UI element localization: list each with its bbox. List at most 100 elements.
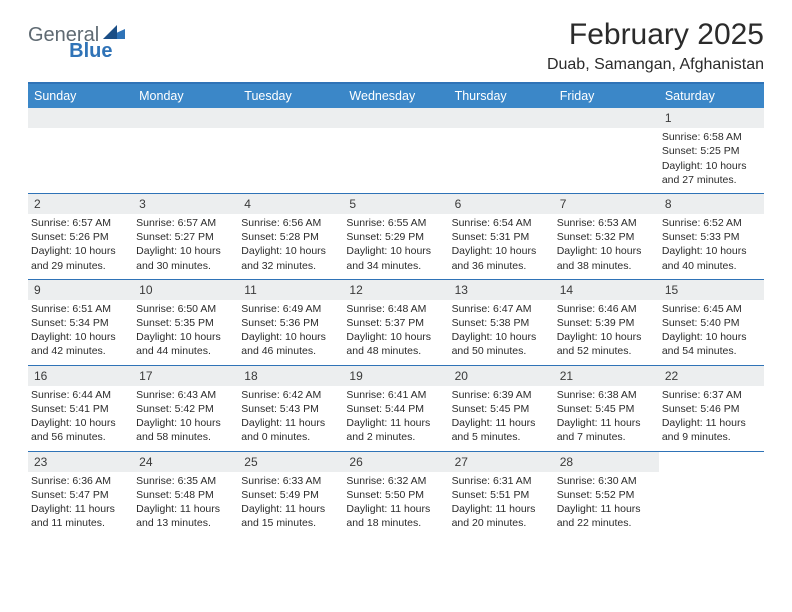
sunrise-text: Sunrise: 6:50 AM xyxy=(136,302,235,316)
day-info-cell xyxy=(343,128,448,193)
col-thursday: Thursday xyxy=(449,84,554,108)
week-daynum-row: 9101112131415 xyxy=(28,279,764,300)
sunrise-text: Sunrise: 6:41 AM xyxy=(346,388,445,402)
daylight-text: Daylight: 11 hours and 15 minutes. xyxy=(241,502,340,530)
day-number-cell xyxy=(238,108,343,128)
day-number-cell: 1 xyxy=(659,108,764,128)
daylight-text: Daylight: 11 hours and 20 minutes. xyxy=(452,502,551,530)
day-number-cell: 11 xyxy=(238,279,343,300)
day-number-cell: 4 xyxy=(238,193,343,214)
day-number-cell: 7 xyxy=(554,193,659,214)
month-title: February 2025 xyxy=(547,18,764,52)
daylight-text: Daylight: 10 hours and 34 minutes. xyxy=(346,244,445,272)
daylight-text: Daylight: 10 hours and 38 minutes. xyxy=(557,244,656,272)
day-info-cell: Sunrise: 6:42 AMSunset: 5:43 PMDaylight:… xyxy=(238,386,343,451)
day-number-cell xyxy=(449,108,554,128)
daylight-text: Daylight: 10 hours and 44 minutes. xyxy=(136,330,235,358)
col-friday: Friday xyxy=(554,84,659,108)
title-block: February 2025 Duab, Samangan, Afghanista… xyxy=(547,18,764,74)
day-number-cell: 10 xyxy=(133,279,238,300)
sunrise-text: Sunrise: 6:52 AM xyxy=(662,216,761,230)
calendar-body: 1Sunrise: 6:58 AMSunset: 5:25 PMDaylight… xyxy=(28,108,764,536)
sunrise-text: Sunrise: 6:56 AM xyxy=(241,216,340,230)
week-daynum-row: 2345678 xyxy=(28,193,764,214)
day-number-cell: 6 xyxy=(449,193,554,214)
day-number-cell: 22 xyxy=(659,365,764,386)
day-info-cell: Sunrise: 6:52 AMSunset: 5:33 PMDaylight:… xyxy=(659,214,764,279)
day-info-cell: Sunrise: 6:47 AMSunset: 5:38 PMDaylight:… xyxy=(449,300,554,365)
sunrise-text: Sunrise: 6:54 AM xyxy=(452,216,551,230)
sunrise-text: Sunrise: 6:42 AM xyxy=(241,388,340,402)
day-number-cell: 5 xyxy=(343,193,448,214)
sunset-text: Sunset: 5:35 PM xyxy=(136,316,235,330)
sunrise-text: Sunrise: 6:33 AM xyxy=(241,474,340,488)
day-info-cell xyxy=(554,128,659,193)
daylight-text: Daylight: 10 hours and 29 minutes. xyxy=(31,244,130,272)
sunrise-text: Sunrise: 6:44 AM xyxy=(31,388,130,402)
daylight-text: Daylight: 10 hours and 36 minutes. xyxy=(452,244,551,272)
day-number-cell: 28 xyxy=(554,451,659,472)
header: General Blue February 2025 Duab, Samanga… xyxy=(28,18,764,74)
day-number-cell: 25 xyxy=(238,451,343,472)
sunset-text: Sunset: 5:42 PM xyxy=(136,402,235,416)
daylight-text: Daylight: 10 hours and 48 minutes. xyxy=(346,330,445,358)
sunrise-text: Sunrise: 6:36 AM xyxy=(31,474,130,488)
daylight-text: Daylight: 10 hours and 46 minutes. xyxy=(241,330,340,358)
sunset-text: Sunset: 5:28 PM xyxy=(241,230,340,244)
sunset-text: Sunset: 5:52 PM xyxy=(557,488,656,502)
day-info-cell: Sunrise: 6:44 AMSunset: 5:41 PMDaylight:… xyxy=(28,386,133,451)
day-info-cell: Sunrise: 6:53 AMSunset: 5:32 PMDaylight:… xyxy=(554,214,659,279)
sunrise-text: Sunrise: 6:55 AM xyxy=(346,216,445,230)
sunset-text: Sunset: 5:40 PM xyxy=(662,316,761,330)
sunrise-text: Sunrise: 6:51 AM xyxy=(31,302,130,316)
sunset-text: Sunset: 5:45 PM xyxy=(452,402,551,416)
day-number-cell xyxy=(28,108,133,128)
sunset-text: Sunset: 5:29 PM xyxy=(346,230,445,244)
col-monday: Monday xyxy=(133,84,238,108)
daylight-text: Daylight: 10 hours and 56 minutes. xyxy=(31,416,130,444)
daylight-text: Daylight: 11 hours and 11 minutes. xyxy=(31,502,130,530)
sunset-text: Sunset: 5:32 PM xyxy=(557,230,656,244)
day-info-cell: Sunrise: 6:35 AMSunset: 5:48 PMDaylight:… xyxy=(133,472,238,537)
sunset-text: Sunset: 5:49 PM xyxy=(241,488,340,502)
sunrise-text: Sunrise: 6:46 AM xyxy=(557,302,656,316)
calendar-table: Sunday Monday Tuesday Wednesday Thursday… xyxy=(28,84,764,536)
day-info-cell xyxy=(133,128,238,193)
sunset-text: Sunset: 5:50 PM xyxy=(346,488,445,502)
week-info-row: Sunrise: 6:57 AMSunset: 5:26 PMDaylight:… xyxy=(28,214,764,279)
sunrise-text: Sunrise: 6:49 AM xyxy=(241,302,340,316)
logo-text-2: Blue xyxy=(69,40,112,63)
col-tuesday: Tuesday xyxy=(238,84,343,108)
day-info-cell: Sunrise: 6:49 AMSunset: 5:36 PMDaylight:… xyxy=(238,300,343,365)
day-number-cell: 13 xyxy=(449,279,554,300)
sunrise-text: Sunrise: 6:32 AM xyxy=(346,474,445,488)
sunrise-text: Sunrise: 6:58 AM xyxy=(662,130,761,144)
day-info-cell: Sunrise: 6:43 AMSunset: 5:42 PMDaylight:… xyxy=(133,386,238,451)
daylight-text: Daylight: 11 hours and 5 minutes. xyxy=(452,416,551,444)
daylight-text: Daylight: 11 hours and 22 minutes. xyxy=(557,502,656,530)
sunrise-text: Sunrise: 6:38 AM xyxy=(557,388,656,402)
day-info-cell xyxy=(238,128,343,193)
day-info-cell xyxy=(659,472,764,537)
day-info-cell: Sunrise: 6:57 AMSunset: 5:26 PMDaylight:… xyxy=(28,214,133,279)
sunset-text: Sunset: 5:39 PM xyxy=(557,316,656,330)
sunset-text: Sunset: 5:38 PM xyxy=(452,316,551,330)
week-daynum-row: 232425262728 xyxy=(28,451,764,472)
day-info-cell: Sunrise: 6:58 AMSunset: 5:25 PMDaylight:… xyxy=(659,128,764,193)
daylight-text: Daylight: 11 hours and 18 minutes. xyxy=(346,502,445,530)
sunset-text: Sunset: 5:46 PM xyxy=(662,402,761,416)
week-daynum-row: 1 xyxy=(28,108,764,128)
day-number-cell: 26 xyxy=(343,451,448,472)
day-number-cell: 8 xyxy=(659,193,764,214)
day-info-cell: Sunrise: 6:51 AMSunset: 5:34 PMDaylight:… xyxy=(28,300,133,365)
week-info-row: Sunrise: 6:44 AMSunset: 5:41 PMDaylight:… xyxy=(28,386,764,451)
day-number-cell: 18 xyxy=(238,365,343,386)
day-info-cell: Sunrise: 6:45 AMSunset: 5:40 PMDaylight:… xyxy=(659,300,764,365)
day-number-cell xyxy=(554,108,659,128)
sunset-text: Sunset: 5:51 PM xyxy=(452,488,551,502)
week-info-row: Sunrise: 6:36 AMSunset: 5:47 PMDaylight:… xyxy=(28,472,764,537)
logo: General Blue xyxy=(28,18,173,47)
day-info-cell: Sunrise: 6:30 AMSunset: 5:52 PMDaylight:… xyxy=(554,472,659,537)
sunrise-text: Sunrise: 6:53 AM xyxy=(557,216,656,230)
sunset-text: Sunset: 5:48 PM xyxy=(136,488,235,502)
